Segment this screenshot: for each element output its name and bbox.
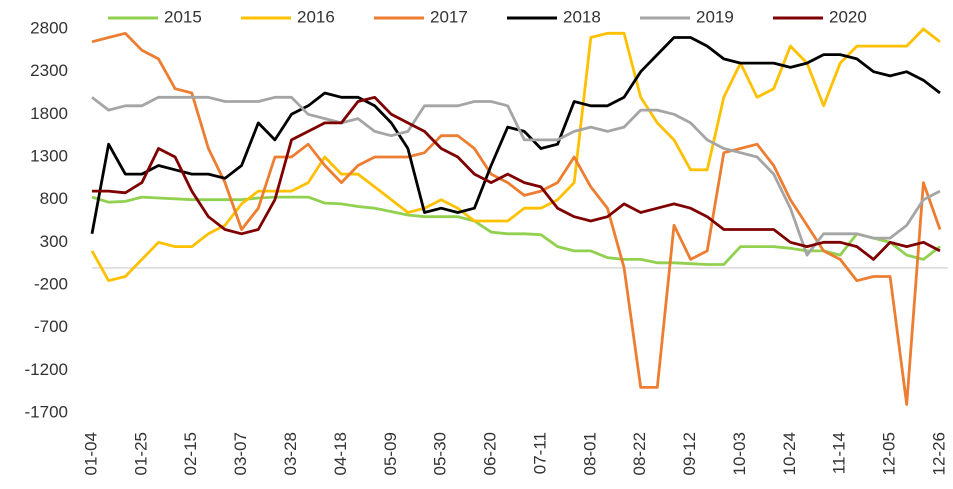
series-line [90,36,941,235]
series-line [91,31,942,406]
y-tick-label: 1300 [30,146,68,165]
x-tick-label: 12-26 [929,432,948,475]
x-tick-label: 06-20 [481,432,500,475]
legend-label: 2019 [696,7,734,26]
y-tick-label: -1700 [25,402,68,421]
y-tick-label: 1800 [30,104,68,123]
legend-label: 2020 [829,7,867,26]
x-tick-label: 02-15 [181,432,200,475]
x-tick-label: 10-03 [730,432,749,475]
x-tick-label: 11-14 [830,432,849,474]
x-tick-label: 01-25 [131,432,150,475]
x-tick-label: 03-07 [231,432,250,475]
y-tick-label: -1200 [25,360,68,379]
x-tick-label: 05-30 [431,432,450,475]
y-tick-label: 800 [40,189,68,208]
series-line [91,95,941,257]
x-tick-label: 05-09 [381,432,400,475]
legend-label: 2015 [164,7,202,26]
x-tick-label: 10-24 [780,432,799,475]
y-tick-label: 2800 [30,18,68,37]
series-line [91,195,941,266]
series-line [92,95,941,261]
x-tick-label: 04-18 [331,432,350,475]
legend-label: 2016 [297,7,335,26]
x-tick-label: 08-22 [630,432,649,475]
legend-label: 2018 [563,7,601,26]
legend-label: 2017 [430,7,468,26]
x-tick-label: 08-01 [580,432,599,475]
series-line [90,27,941,283]
x-tick-label: 03-28 [281,432,300,475]
x-tick-label: 07-11 [530,432,549,474]
y-tick-label: 300 [40,232,68,251]
x-tick-label: 09-12 [680,432,699,475]
x-tick-label: 12-05 [880,432,899,475]
y-tick-label: -200 [34,274,68,293]
x-tick-label: 01-04 [81,432,100,475]
y-tick-label: 2300 [30,61,68,80]
y-tick-label: -700 [34,317,68,336]
